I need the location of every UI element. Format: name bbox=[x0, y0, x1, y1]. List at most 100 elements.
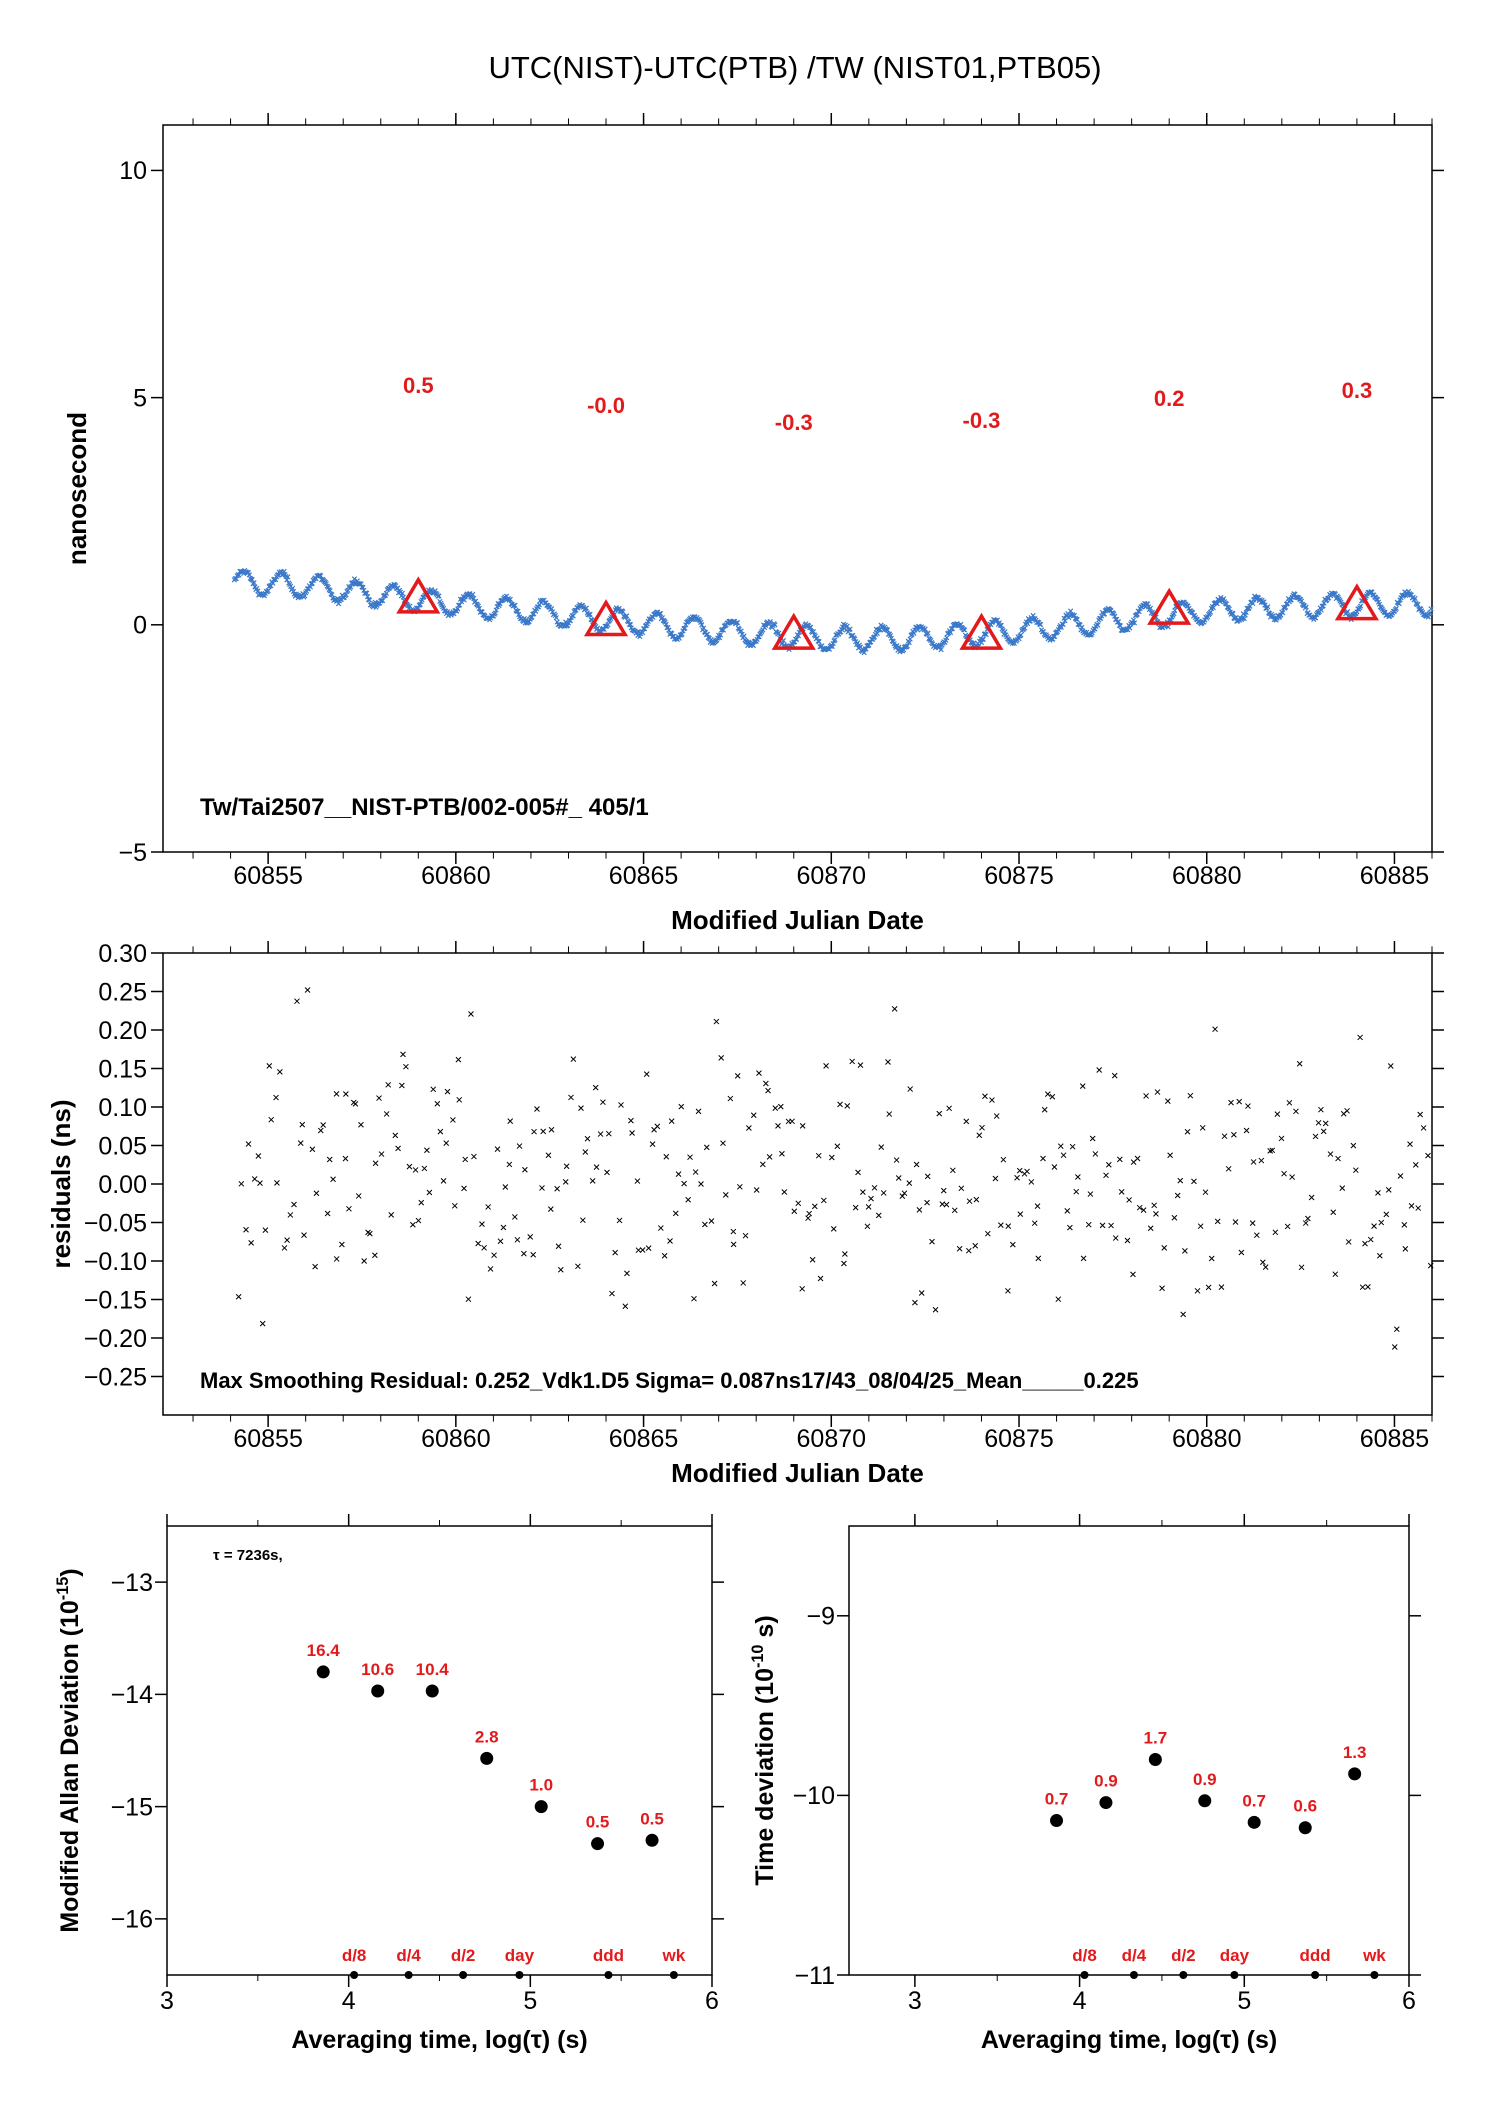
y-tick-label: 0.00 bbox=[98, 1171, 147, 1199]
residual-point bbox=[789, 1118, 795, 1125]
residual-point bbox=[1180, 1311, 1187, 1318]
residual-point bbox=[1126, 1197, 1132, 1203]
residual-point bbox=[507, 1118, 514, 1124]
residual-point bbox=[430, 1086, 437, 1093]
residual-point bbox=[837, 1101, 843, 1108]
weekly-mean-triangle bbox=[583, 599, 629, 637]
residual-point bbox=[1225, 1165, 1232, 1172]
residual-point bbox=[1371, 1223, 1377, 1229]
measurement-point bbox=[1230, 611, 1236, 617]
residual-point bbox=[485, 1204, 492, 1210]
weekly-mean-triangle bbox=[396, 576, 441, 614]
residual-point bbox=[675, 1171, 682, 1177]
y-tick-label: 0.30 bbox=[98, 940, 147, 968]
residual-point bbox=[946, 1105, 953, 1112]
period-marker bbox=[404, 1971, 413, 1979]
measurement-point bbox=[998, 622, 1004, 629]
residual-point bbox=[871, 1184, 878, 1191]
measurement-point bbox=[1412, 595, 1418, 602]
residual-point bbox=[695, 1108, 702, 1115]
point-value-label: 0.6 bbox=[1293, 1797, 1317, 1816]
residual-point bbox=[885, 1059, 891, 1065]
residual-point bbox=[1182, 1248, 1188, 1254]
residual-point bbox=[1378, 1219, 1385, 1226]
residual-point bbox=[584, 1135, 591, 1142]
residual-point bbox=[1067, 1224, 1073, 1231]
measurement-point bbox=[570, 613, 576, 619]
residual-point bbox=[578, 1105, 584, 1111]
measurement-point bbox=[1207, 609, 1214, 615]
residual-point bbox=[1417, 1111, 1424, 1118]
residual-point bbox=[622, 1303, 629, 1310]
weekly-mean-triangle bbox=[959, 612, 1004, 650]
residual-point bbox=[1130, 1271, 1136, 1278]
residual-point bbox=[777, 1103, 784, 1110]
measurement-point bbox=[1068, 608, 1074, 614]
residual-point bbox=[772, 1105, 779, 1112]
measurement-point bbox=[1147, 605, 1154, 611]
residual-point bbox=[781, 1189, 788, 1195]
measurement-point bbox=[979, 636, 986, 643]
residual-point bbox=[372, 1160, 379, 1167]
residual-point bbox=[1397, 1173, 1404, 1179]
deviation-point bbox=[1198, 1794, 1212, 1808]
residual-point bbox=[1103, 1172, 1109, 1179]
measurement-point bbox=[470, 591, 476, 598]
measurement-point bbox=[657, 610, 664, 617]
deviation-point bbox=[1050, 1814, 1064, 1828]
residual-point bbox=[875, 1212, 882, 1219]
residual-point bbox=[711, 1280, 718, 1287]
period-marker-label: d/2 bbox=[1171, 1946, 1196, 1965]
x-axis-label: Averaging time, log(τ) (s) bbox=[291, 2026, 587, 2054]
residual-point bbox=[618, 1102, 624, 1108]
residual-point bbox=[1272, 1229, 1279, 1236]
period-marker-label: wk bbox=[1362, 1946, 1386, 1965]
residual-point bbox=[1174, 1192, 1181, 1199]
measurement-point bbox=[337, 596, 344, 602]
measurement-point bbox=[284, 577, 290, 583]
measurement-point bbox=[1428, 606, 1434, 612]
residual-point bbox=[1069, 1143, 1076, 1150]
residual-point bbox=[891, 1006, 898, 1012]
y-tick-label: −9 bbox=[806, 1603, 835, 1631]
period-marker-label: day bbox=[505, 1946, 535, 1965]
residual-point bbox=[1014, 1174, 1020, 1181]
weekly-mean-label: 0.2 bbox=[1154, 386, 1185, 411]
period-marker-label: ddd bbox=[1300, 1946, 1331, 1965]
residual-point bbox=[418, 1199, 425, 1206]
residual-point bbox=[297, 1140, 304, 1146]
residual-point bbox=[857, 1062, 864, 1068]
residual-point bbox=[274, 1180, 280, 1186]
residual-point bbox=[1080, 1255, 1087, 1262]
point-value-label: 10.4 bbox=[416, 1660, 450, 1679]
measurement-point bbox=[808, 624, 814, 630]
residual-point bbox=[342, 1155, 349, 1162]
residual-point bbox=[1312, 1133, 1319, 1140]
x-tick-label: 6 bbox=[705, 1987, 719, 2015]
measurement-point bbox=[1250, 600, 1256, 607]
residual-point bbox=[1134, 1155, 1141, 1162]
residual-point bbox=[661, 1252, 668, 1259]
residual-point bbox=[932, 1306, 939, 1313]
residual-point bbox=[1253, 1232, 1260, 1239]
measurement-point bbox=[922, 626, 928, 632]
y-axis-label: residuals (ns) bbox=[46, 1099, 76, 1268]
residual-point bbox=[1320, 1128, 1327, 1135]
measurement-point bbox=[251, 579, 257, 586]
residual-point bbox=[251, 1176, 258, 1182]
residual-point bbox=[539, 1185, 545, 1191]
residual-point bbox=[984, 1230, 991, 1237]
residual-point bbox=[718, 1055, 725, 1061]
residual-point bbox=[511, 1214, 518, 1220]
residual-point bbox=[1031, 1220, 1038, 1227]
residual-point bbox=[557, 1266, 564, 1273]
residual-point bbox=[1108, 1222, 1114, 1229]
residual-point bbox=[1308, 1194, 1315, 1201]
measurement-point bbox=[1018, 632, 1024, 638]
deviation-point bbox=[1298, 1821, 1312, 1835]
residual-point bbox=[1147, 1225, 1154, 1232]
residual-point bbox=[400, 1051, 406, 1058]
residual-point bbox=[616, 1217, 623, 1224]
residual-point bbox=[1357, 1034, 1363, 1041]
residual-point bbox=[243, 1226, 249, 1233]
